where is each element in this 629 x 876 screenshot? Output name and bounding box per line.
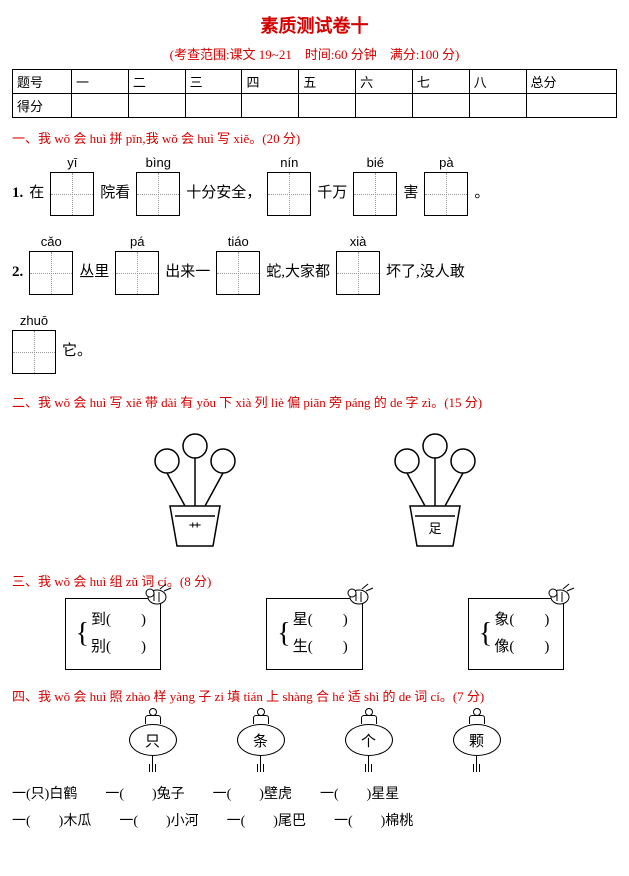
score-cell[interactable] <box>469 94 526 118</box>
char-input[interactable]: bié <box>353 155 397 216</box>
score-cell[interactable] <box>526 94 617 118</box>
word-groups: { 到( ) 别( ) { 星( ) 生( ) { 象( ) 像( ) <box>12 598 617 670</box>
char-input[interactable]: bìng <box>136 155 180 216</box>
section3-heading: 三、我 wǒ 会 huì 组 zǔ 词 cí。(8 分) <box>12 571 617 590</box>
pinyin-label: xià <box>350 234 367 249</box>
text-fragment: 坏了,没人敢 <box>386 260 465 295</box>
text-fragment: 丛里 <box>79 260 109 295</box>
table-row: 得分 <box>13 94 617 118</box>
text-fragment: 蛇,大家都 <box>266 260 330 295</box>
group-card[interactable]: { 星( ) 生( ) <box>266 598 362 670</box>
char-input[interactable]: yī <box>50 155 94 216</box>
char-input[interactable]: tiáo <box>216 234 260 295</box>
header-cell: 六 <box>356 70 413 94</box>
lantern: 只 <box>129 715 177 772</box>
char-input[interactable]: pà <box>424 155 468 216</box>
char-input[interactable]: cǎo <box>29 234 73 295</box>
char-input[interactable]: pá <box>115 234 159 295</box>
pinyin-label: pà <box>439 155 453 170</box>
text-fragment: 院看 <box>100 181 130 216</box>
text-fragment: 害 <box>403 181 418 216</box>
section2-heading: 二、我 wǒ 会 huì 写 xiě 带 dài 有 yǒu 下 xià 列 l… <box>12 392 617 411</box>
char-input[interactable]: zhuō <box>12 313 56 374</box>
header-cell: 八 <box>469 70 526 94</box>
flower-pots: 艹 足 <box>12 421 617 551</box>
fill-lines: 一(只)白鹤 一( )兔子 一( )壁虎 一( )星星 一( )木瓜 一( )小… <box>12 782 617 835</box>
page-subtitle: (考查范围:课文 19~21 时间:60 分钟 满分:100 分) <box>12 44 617 63</box>
score-cell[interactable] <box>185 94 242 118</box>
header-cell: 一 <box>72 70 129 94</box>
pinyin-label: nín <box>280 155 298 170</box>
question-2-cont: zhuō 它。 <box>12 313 617 374</box>
section4-heading: 四、我 wǒ 会 huì 照 zhào 样 yàng 子 zi 填 tián 上… <box>12 686 617 705</box>
group-card[interactable]: { 到( ) 别( ) <box>65 598 161 670</box>
q-number: 2. <box>12 264 23 295</box>
bee-icon <box>545 581 575 607</box>
pot-label: 艹 <box>188 521 201 536</box>
pinyin-label: tiáo <box>228 234 249 249</box>
lantern-label: 个 <box>345 724 393 756</box>
score-cell[interactable] <box>299 94 356 118</box>
lantern-label: 只 <box>129 724 177 756</box>
question-2: 2. cǎo 丛里 pá 出来一 tiáo 蛇,大家都 xià 坏了,没人敢 <box>12 234 617 295</box>
header-cell: 五 <box>299 70 356 94</box>
lantern-label: 颗 <box>453 724 501 756</box>
text-fragment: 。 <box>474 181 489 216</box>
group-item: 象( ) <box>494 607 549 634</box>
group-item: 星( ) <box>293 607 348 634</box>
flower-pot-1: 艹 <box>125 421 265 551</box>
char-input[interactable]: xià <box>336 234 380 295</box>
q-number: 1. <box>12 185 23 216</box>
page-title: 素质测试卷十 <box>12 12 617 38</box>
pinyin-label: bié <box>367 155 384 170</box>
lantern: 个 <box>345 715 393 772</box>
lantern: 条 <box>237 715 285 772</box>
group-item: 像( ) <box>494 634 549 661</box>
text-fragment: 十分安全， <box>186 181 261 216</box>
bee-icon <box>344 581 374 607</box>
lantern-row: 只 条 个 颗 <box>12 715 617 772</box>
pinyin-label: cǎo <box>41 234 62 249</box>
score-cell[interactable] <box>242 94 299 118</box>
question-1: 1. 在 yī 院看 bìng 十分安全， nín 千万 bié 害 pà 。 <box>12 155 617 216</box>
group-item: 生( ) <box>293 634 348 661</box>
header-cell: 三 <box>185 70 242 94</box>
lantern-label: 条 <box>237 724 285 756</box>
fill-line-2[interactable]: 一( )木瓜 一( )小河 一( )尾巴 一( )棉桃 <box>12 809 617 836</box>
header-cell: 总分 <box>526 70 617 94</box>
score-label: 得分 <box>13 94 72 118</box>
group-item: 别( ) <box>91 634 146 661</box>
text-fragment: 千万 <box>317 181 347 216</box>
text-fragment: 在 <box>29 181 44 216</box>
group-item: 到( ) <box>91 607 146 634</box>
score-cell[interactable] <box>356 94 413 118</box>
pinyin-label: bìng <box>146 155 171 170</box>
section1-heading: 一、我 wǒ 会 huì 拼 pīn,我 wǒ 会 huì 写 xiě。(20 … <box>12 128 617 147</box>
header-cell: 四 <box>242 70 299 94</box>
header-cell: 二 <box>128 70 185 94</box>
group-card[interactable]: { 象( ) 像( ) <box>468 598 564 670</box>
bee-icon <box>142 581 172 607</box>
score-cell[interactable] <box>412 94 469 118</box>
flower-pot-2: 足 <box>365 421 505 551</box>
text-fragment: 它。 <box>62 339 92 374</box>
pinyin-label: yī <box>67 155 77 170</box>
score-table: 题号 一 二 三 四 五 六 七 八 总分 得分 <box>12 69 617 118</box>
table-row: 题号 一 二 三 四 五 六 七 八 总分 <box>13 70 617 94</box>
text-fragment: 出来一 <box>165 260 210 295</box>
pot-label: 足 <box>428 521 441 536</box>
char-input[interactable]: nín <box>267 155 311 216</box>
header-cell: 七 <box>412 70 469 94</box>
score-cell[interactable] <box>128 94 185 118</box>
lantern: 颗 <box>453 715 501 772</box>
header-cell: 题号 <box>13 70 72 94</box>
pinyin-label: zhuō <box>20 313 48 328</box>
pinyin-label: pá <box>130 234 144 249</box>
score-cell[interactable] <box>72 94 129 118</box>
fill-line-1[interactable]: 一(只)白鹤 一( )兔子 一( )壁虎 一( )星星 <box>12 782 617 809</box>
